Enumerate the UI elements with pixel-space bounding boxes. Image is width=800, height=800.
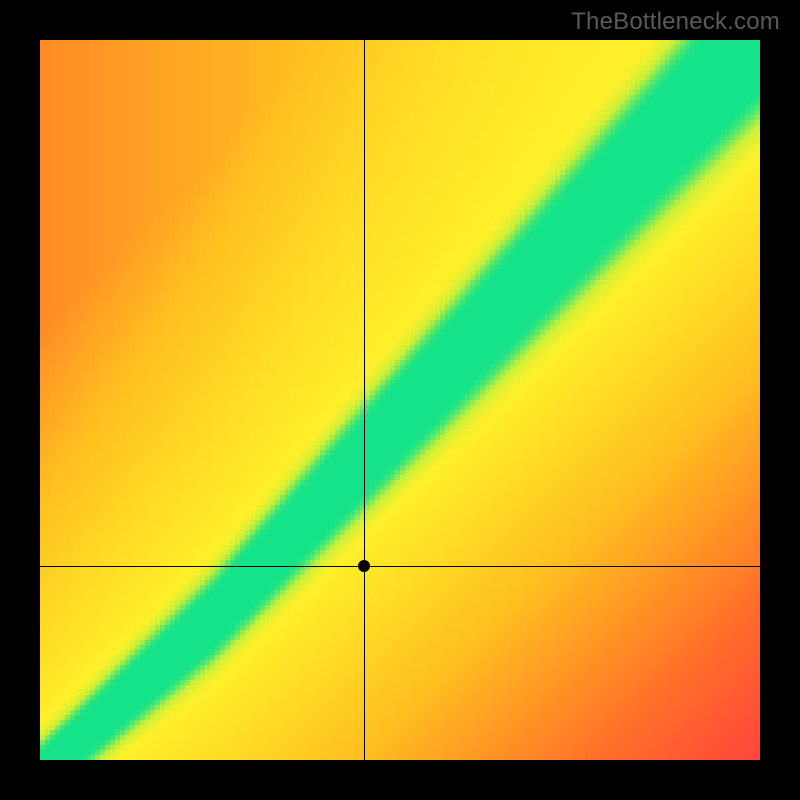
heatmap-canvas bbox=[40, 40, 760, 760]
heatmap-plot bbox=[40, 40, 760, 760]
watermark-text: TheBottleneck.com bbox=[571, 8, 780, 36]
outer-frame: TheBottleneck.com bbox=[0, 0, 800, 800]
